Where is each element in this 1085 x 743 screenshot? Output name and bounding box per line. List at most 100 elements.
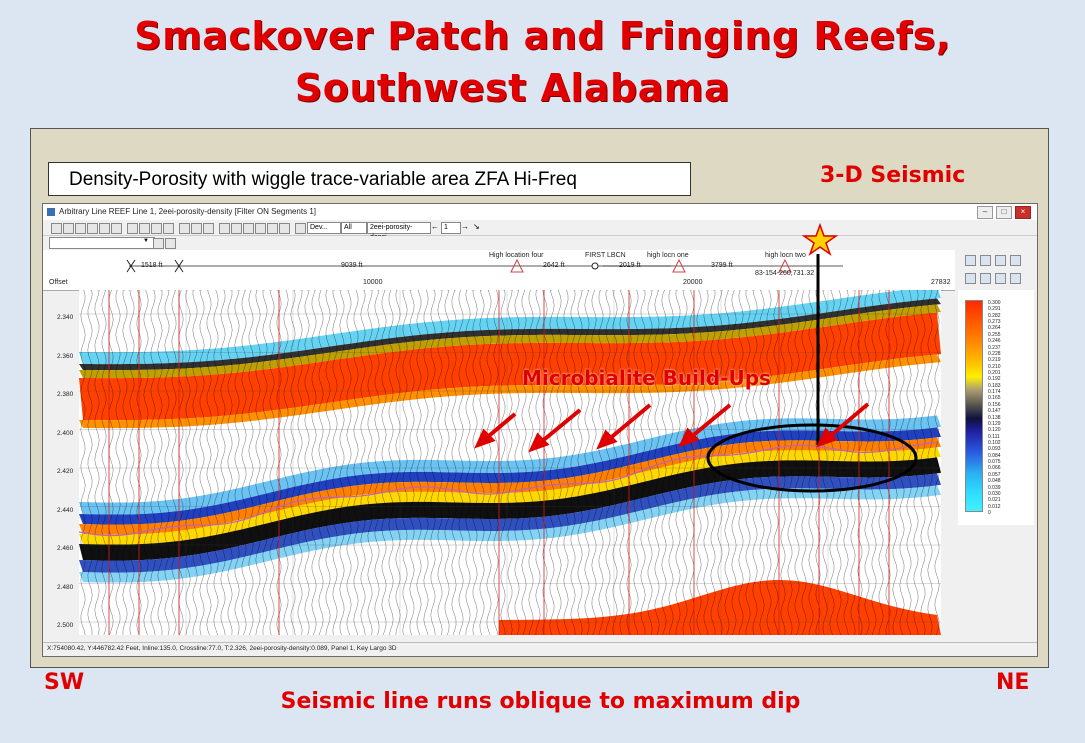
colorbar-tick: 0.138: [988, 414, 1001, 421]
wiggle-icon[interactable]: [63, 223, 74, 234]
header-distance-3: 2642 ft: [543, 262, 565, 269]
colorbar-tick: 0.219: [988, 357, 1001, 364]
offset-tick: 10000: [363, 279, 383, 286]
colorbar-tick: 0.057: [988, 471, 1001, 478]
well-track-svg: [126, 258, 843, 273]
zoom-out-icon[interactable]: [139, 223, 150, 234]
colorbar-tick: 0.048: [988, 478, 1001, 485]
panel-icon[interactable]: [1010, 255, 1021, 266]
offset-tick: 20000: [683, 279, 703, 286]
panel-icon[interactable]: [995, 273, 1006, 284]
colorbar-tick: 0.039: [988, 484, 1001, 491]
status-bar: X:754080.42, Y:446782.42 Feet, Inline:13…: [43, 642, 1037, 654]
panel-icon[interactable]: [995, 255, 1006, 266]
colorbar-tick: 0: [988, 510, 991, 516]
colorbar-tick: 0.264: [988, 325, 1001, 332]
goto-icon[interactable]: ↘: [473, 222, 480, 231]
colorbar-tick: 0.246: [988, 338, 1001, 345]
all-select[interactable]: All: [341, 222, 367, 234]
layer-icon[interactable]: [111, 223, 122, 234]
panel-icon[interactable]: [980, 273, 991, 284]
colorbar-tick: 0.237: [988, 344, 1001, 351]
colorbar-tick: 0.228: [988, 350, 1001, 357]
horizon-select[interactable]: [49, 237, 155, 249]
panel-icon[interactable]: [965, 273, 976, 284]
colorbar-tick: 0.102: [988, 440, 1001, 446]
colorbar-tick: 0.120: [988, 427, 1001, 434]
settings-icon[interactable]: [279, 223, 290, 234]
toolbar-secondary: ▼: [43, 236, 1037, 250]
back-arrow-icon[interactable]: ←: [431, 222, 439, 231]
page-input[interactable]: 1: [441, 222, 461, 234]
colorbar-tick: 0.210: [988, 363, 1001, 370]
colorbar-panel: 0.300 0.291 0.282 0.273 0.264 0.255 0.246 0.237…: [955, 250, 1037, 635]
colorbar-tick: 0.021: [988, 497, 1001, 504]
toolbar: Dev... All 2eei-porosity-densi ← 1 → ↘: [43, 221, 1037, 241]
header-well-3: high locn one: [647, 252, 689, 259]
panel-icon[interactable]: [965, 255, 976, 266]
seismic-section[interactable]: [79, 290, 941, 635]
panel-icons: [963, 254, 1029, 290]
time-tick: 2.440: [57, 506, 74, 514]
forward-arrow-icon[interactable]: →: [461, 222, 469, 231]
window-titlebar[interactable]: Arbitrary Line REEF Line 1, 2eei-porosit…: [43, 204, 1037, 220]
offset-tick: 27832: [931, 279, 951, 286]
zoom-fit-icon[interactable]: [151, 223, 162, 234]
grid-icon[interactable]: [75, 223, 86, 234]
app-icon: [47, 208, 55, 216]
colorbar-tick: 0.255: [988, 331, 1001, 338]
pick-icon[interactable]: [99, 223, 110, 234]
colorbar-tick: 0.156: [988, 401, 1001, 408]
slide-title-line1: Smackover Patch and Fringing Reefs,: [134, 14, 951, 58]
chart-icon[interactable]: [243, 223, 254, 234]
slide-title-line2: Southwest Alabama: [294, 66, 731, 110]
colorbar-tick: 0.282: [988, 312, 1001, 319]
horizon-icon[interactable]: [191, 223, 202, 234]
color-icon[interactable]: [87, 223, 98, 234]
attribute-select[interactable]: 2eei-porosity-densi: [367, 222, 431, 241]
close-button[interactable]: ×: [1015, 206, 1031, 219]
maximize-button[interactable]: □: [996, 206, 1012, 219]
export-icon[interactable]: [255, 223, 266, 234]
save-icon[interactable]: [165, 238, 176, 249]
colorbar-tick: 0.084: [988, 452, 1001, 459]
header-distance-4: 2019 ft: [619, 262, 641, 269]
dropdown-arrow-icon[interactable]: ▼: [143, 238, 149, 244]
pan-icon[interactable]: [163, 223, 174, 234]
colorbar-tick: 0.174: [988, 389, 1001, 396]
open-folder-icon[interactable]: [153, 238, 164, 249]
panel-icon[interactable]: [980, 255, 991, 266]
minimize-button[interactable]: –: [977, 206, 993, 219]
colorbar-tick: 0.192: [988, 376, 1001, 383]
display-label-box: Density-Porosity with wiggle trace-varia…: [48, 162, 691, 196]
table-icon[interactable]: [231, 223, 242, 234]
colorbar-tick: 0.075: [988, 459, 1001, 466]
check-icon[interactable]: [179, 223, 190, 234]
header-well-2: FIRST LBCN: [585, 252, 626, 259]
header-well-4: high locn two: [765, 252, 806, 259]
fault-icon[interactable]: [203, 223, 214, 234]
flatten-icon[interactable]: [219, 223, 230, 234]
colorbar-tick: 0.291: [988, 306, 1001, 313]
window-title: Arbitrary Line REEF Line 1, 2eei-porosit…: [59, 207, 316, 216]
pointer-icon[interactable]: [51, 223, 62, 234]
seismic-label: 3-D Seismic: [820, 163, 966, 188]
zoom-in-icon[interactable]: [127, 223, 138, 234]
header-well-1: High location four: [489, 252, 544, 259]
colorbar-tick: 0.129: [988, 420, 1001, 427]
palette-icon[interactable]: [295, 223, 306, 234]
well-icon[interactable]: [267, 223, 278, 234]
sw-label: SW: [44, 670, 85, 695]
header-distance-1: 1518 ft: [141, 262, 163, 269]
dev-select[interactable]: Dev...: [307, 222, 341, 234]
time-tick: 2.500: [57, 622, 74, 629]
header-well-4-id: 83-154-260,731.32: [755, 270, 815, 277]
panel-icon[interactable]: [1010, 273, 1021, 284]
colorbar-tick: 0.066: [988, 465, 1001, 472]
colorbar: [965, 300, 983, 512]
time-tick: 2.400: [57, 429, 74, 437]
time-tick: 2.420: [57, 468, 74, 475]
caption: Seismic line runs oblique to maximum dip: [280, 689, 801, 714]
colorbar-tick: 0.273: [988, 319, 1001, 326]
colorbar-tick: 0.111: [988, 433, 1000, 440]
